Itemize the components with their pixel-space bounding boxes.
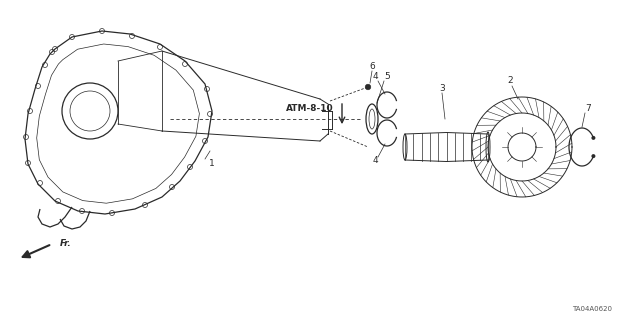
Text: 4: 4 [372, 157, 378, 166]
Text: 1: 1 [209, 160, 215, 168]
Text: Fr.: Fr. [60, 239, 72, 248]
Text: 4: 4 [372, 72, 378, 81]
Text: TA04A0620: TA04A0620 [572, 306, 612, 312]
Text: ATM-8-10: ATM-8-10 [286, 105, 334, 114]
Circle shape [365, 84, 371, 90]
Circle shape [591, 136, 595, 140]
Text: 3: 3 [439, 85, 445, 93]
Text: 7: 7 [585, 105, 591, 114]
Text: 2: 2 [507, 77, 513, 85]
Text: 6: 6 [369, 63, 375, 71]
Text: 5: 5 [384, 72, 390, 81]
Circle shape [591, 154, 595, 158]
